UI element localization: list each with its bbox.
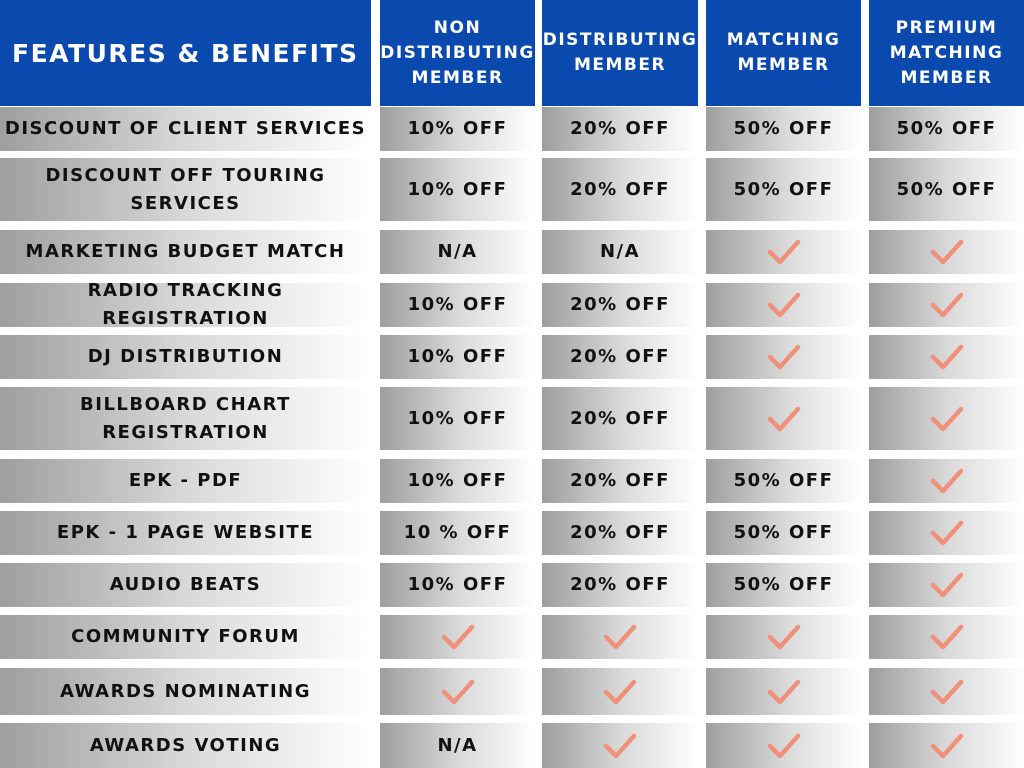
table-cell: 10% OFF	[380, 158, 535, 221]
table-cell-check	[380, 668, 535, 715]
table-cell: 10% OFF	[380, 335, 535, 379]
table-cell-check	[869, 335, 1024, 379]
table-cell: 50% OFF	[869, 158, 1024, 221]
checkmark-icon	[767, 624, 800, 650]
table-cell: 50% OFF	[706, 563, 861, 607]
feature-label: DISCOUNT OFF TOURING SERVICES	[0, 158, 371, 221]
table-cell-check	[869, 459, 1024, 503]
checkmark-icon	[603, 624, 637, 650]
table-cell-check	[542, 615, 698, 659]
checkmark-icon	[930, 239, 963, 265]
column-header-label: PREMIUM MATCHING MEMBER	[889, 17, 1004, 88]
table-cell: 20% OFF	[542, 511, 698, 555]
checkmark-icon	[930, 406, 963, 431]
table-cell-check	[542, 723, 698, 768]
table-cell-check	[869, 668, 1024, 715]
table-cell-check	[869, 563, 1024, 607]
table-cell: N/A	[380, 723, 535, 768]
checkmark-icon	[767, 344, 800, 370]
table-cell: 20% OFF	[542, 335, 698, 379]
feature-label: AWARDS NOMINATING	[0, 668, 371, 715]
table-cell: 10% OFF	[380, 107, 535, 151]
table-title: FEATURES & BENEFITS	[0, 0, 371, 106]
table-cell: 20% OFF	[542, 107, 698, 151]
table-cell-check	[380, 615, 535, 659]
feature-label: MARKETING BUDGET MATCH	[0, 230, 371, 274]
feature-label: DISCOUNT OF CLIENT SERVICES	[0, 107, 371, 151]
table-cell: N/A	[380, 230, 535, 274]
table-cell-check	[542, 668, 698, 715]
table-cell: 50% OFF	[869, 107, 1024, 151]
column-header-label: DISTRIBUTING MEMBER	[542, 30, 698, 75]
table-cell-check	[706, 230, 861, 274]
feature-label: DJ DISTRIBUTION	[0, 335, 371, 379]
table-cell: 20% OFF	[542, 387, 698, 450]
table-cell: 10 % OFF	[380, 511, 535, 555]
feature-label: EPK - 1 PAGE WEBSITE	[0, 511, 371, 555]
table-cell-check	[869, 387, 1024, 450]
table-cell-check	[706, 283, 861, 327]
table-cell: 20% OFF	[542, 563, 698, 607]
checkmark-icon	[767, 292, 800, 318]
column-header: PREMIUM MATCHING MEMBER	[869, 0, 1024, 106]
table-cell: N/A	[542, 230, 698, 274]
table-cell: 50% OFF	[706, 158, 861, 221]
feature-label: RADIO TRACKING REGISTRATION	[0, 280, 371, 329]
column-header: MATCHING MEMBER	[706, 0, 861, 106]
checkmark-icon	[930, 624, 963, 650]
table-cell: 10% OFF	[380, 283, 535, 327]
table-cell: 10% OFF	[380, 459, 535, 503]
checkmark-icon	[603, 679, 637, 704]
table-cell-check	[869, 511, 1024, 555]
table-cell-check	[869, 723, 1024, 768]
feature-label: AWARDS VOTING	[0, 723, 371, 768]
feature-label: BILLBOARD CHART REGISTRATION	[0, 387, 371, 450]
table-cell-check	[869, 230, 1024, 274]
checkmark-icon	[767, 406, 800, 431]
table-cell-check	[869, 283, 1024, 327]
checkmark-icon	[767, 733, 800, 758]
table-cell: 20% OFF	[542, 283, 698, 327]
feature-label: EPK - PDF	[0, 459, 371, 503]
table-cell: 20% OFF	[542, 459, 698, 503]
column-header: DISTRIBUTING MEMBER	[542, 0, 698, 106]
checkmark-icon	[930, 679, 963, 704]
table-cell: 10% OFF	[380, 563, 535, 607]
column-header: NON DISTRIBUTING MEMBER	[380, 0, 535, 106]
checkmark-icon	[930, 292, 963, 318]
checkmark-icon	[930, 468, 963, 494]
column-header-label: NON DISTRIBUTING MEMBER	[380, 17, 535, 88]
checkmark-icon	[441, 624, 474, 650]
checkmark-icon	[603, 733, 637, 758]
checkmark-icon	[930, 572, 963, 598]
checkmark-icon	[930, 520, 963, 546]
table-cell: 50% OFF	[706, 459, 861, 503]
table-cell-check	[706, 335, 861, 379]
checkmark-icon	[767, 679, 800, 704]
table-cell-check	[706, 387, 861, 450]
feature-label: COMMUNITY FORUM	[0, 615, 371, 659]
table-cell: 20% OFF	[542, 158, 698, 221]
checkmark-icon	[930, 733, 963, 758]
table-cell-check	[706, 668, 861, 715]
table-cell: 50% OFF	[706, 511, 861, 555]
table-cell-check	[706, 723, 861, 768]
checkmark-icon	[767, 239, 800, 265]
table-cell-check	[869, 615, 1024, 659]
feature-label: AUDIO BEATS	[0, 563, 371, 607]
table-cell: 50% OFF	[706, 107, 861, 151]
checkmark-icon	[441, 679, 474, 704]
table-cell: 10% OFF	[380, 387, 535, 450]
column-header-label: MATCHING MEMBER	[726, 30, 841, 75]
table-cell-check	[706, 615, 861, 659]
checkmark-icon	[930, 344, 963, 370]
